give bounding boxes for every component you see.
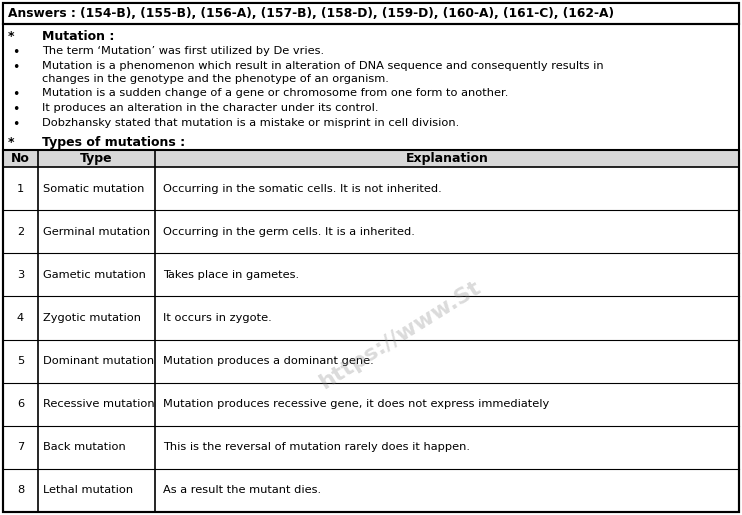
Text: Mutation :: Mutation :	[42, 30, 114, 43]
Text: 6: 6	[17, 399, 24, 409]
Text: Mutation is a phenomenon which result in alteration of DNA sequence and conseque: Mutation is a phenomenon which result in…	[42, 61, 604, 71]
Text: •: •	[12, 61, 19, 74]
Text: 5: 5	[17, 356, 24, 366]
Text: Mutation produces a dominant gene.: Mutation produces a dominant gene.	[163, 356, 374, 366]
Text: Zygotic mutation: Zygotic mutation	[43, 313, 141, 323]
Text: Types of mutations :: Types of mutations :	[42, 136, 185, 149]
Text: Occurring in the germ cells. It is a inherited.: Occurring in the germ cells. It is a inh…	[163, 227, 415, 237]
Text: Gametic mutation: Gametic mutation	[43, 270, 146, 280]
Text: Occurring in the somatic cells. It is not inherited.: Occurring in the somatic cells. It is no…	[163, 183, 441, 194]
Text: •: •	[12, 103, 19, 116]
Text: Lethal mutation: Lethal mutation	[43, 486, 133, 495]
Text: Mutation produces recessive gene, it does not express immediately: Mutation produces recessive gene, it doe…	[163, 399, 549, 409]
Text: 8: 8	[17, 486, 24, 495]
Bar	[3, 3, 739, 24]
Text: It produces an alteration in the character under its control.: It produces an alteration in the charact…	[42, 103, 378, 113]
Text: Back mutation: Back mutation	[43, 442, 125, 452]
Text: 3: 3	[17, 270, 24, 280]
Text: 1: 1	[17, 183, 24, 194]
Text: •: •	[12, 46, 19, 59]
Text: Explanation: Explanation	[406, 152, 488, 165]
Text: 2: 2	[17, 227, 24, 237]
Text: Dobzhansky stated that mutation is a mistake or misprint in cell division.: Dobzhansky stated that mutation is a mis…	[42, 118, 459, 128]
Bar	[3, 150, 739, 512]
Text: *: *	[8, 30, 15, 43]
Text: 4: 4	[17, 313, 24, 323]
Text: It occurs in zygote.: It occurs in zygote.	[163, 313, 272, 323]
Text: •: •	[12, 118, 19, 131]
Text: Germinal mutation: Germinal mutation	[43, 227, 150, 237]
Text: Takes place in gametes.: Takes place in gametes.	[163, 270, 299, 280]
Text: No: No	[11, 152, 30, 165]
Text: This is the reversal of mutation rarely does it happen.: This is the reversal of mutation rarely …	[163, 442, 470, 452]
Text: As a result the mutant dies.: As a result the mutant dies.	[163, 486, 321, 495]
Text: changes in the genotype and the phenotype of an organism.: changes in the genotype and the phenotyp…	[42, 74, 389, 84]
Bar	[3, 150, 739, 167]
Text: 7: 7	[17, 442, 24, 452]
Text: *: *	[8, 136, 15, 149]
Text: •: •	[12, 88, 19, 101]
Text: Recessive mutation: Recessive mutation	[43, 399, 154, 409]
Text: Answers : (154-B), (155-B), (156-A), (157-B), (158-D), (159-D), (160-A), (161-C): Answers : (154-B), (155-B), (156-A), (15…	[8, 7, 614, 20]
Text: Mutation is a sudden change of a gene or chromosome from one form to another.: Mutation is a sudden change of a gene or…	[42, 88, 508, 98]
Text: https://www.St: https://www.St	[315, 277, 485, 393]
Text: Type: Type	[80, 152, 113, 165]
Text: Dominant mutation: Dominant mutation	[43, 356, 154, 366]
Text: The term ‘Mutation’ was first utilized by De vries.: The term ‘Mutation’ was first utilized b…	[42, 46, 324, 56]
Text: Somatic mutation: Somatic mutation	[43, 183, 145, 194]
